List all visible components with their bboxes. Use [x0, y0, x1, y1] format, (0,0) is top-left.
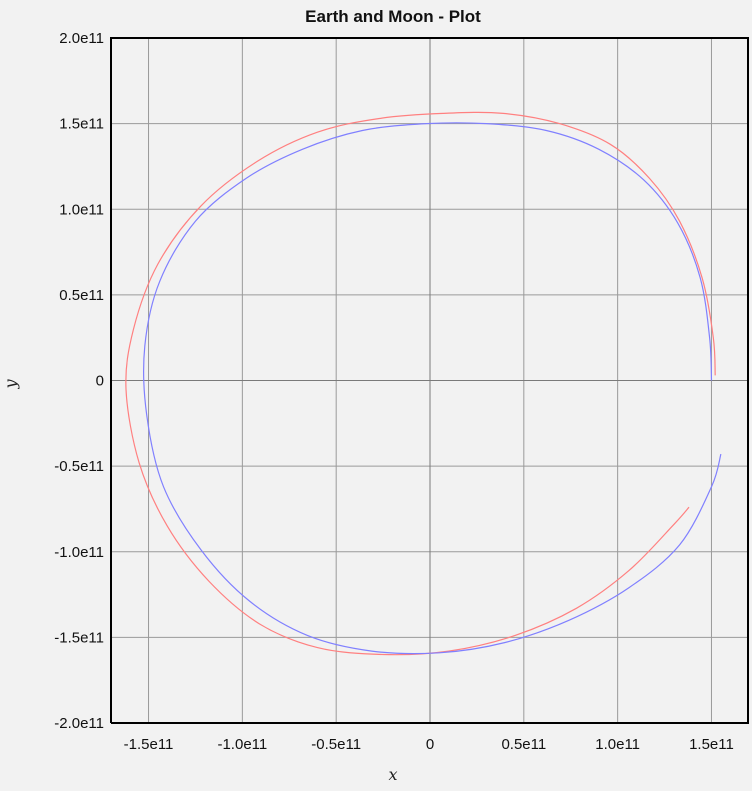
y-tick-label: -2.0e11 [54, 715, 104, 732]
series-1-line [125, 111, 716, 656]
y-tick-label: 0.5e11 [59, 287, 104, 304]
x-tick-label: 1.5e11 [689, 736, 734, 753]
chart-title: Earth and Moon - Plot [305, 7, 481, 26]
x-tick-label: 1.0e11 [595, 736, 640, 753]
x-tick-label: -1.0e11 [217, 736, 267, 753]
x-tick-label: -0.5e11 [311, 736, 361, 753]
tick-labels: -1.5e11 -1.0e11 -0.5e11 0 0.5e11 1.0e11 1.5e11… [54, 30, 734, 753]
series-layer [125, 111, 722, 656]
x-tick-label: -1.5e11 [124, 736, 174, 753]
x-axis-label: x [388, 765, 397, 784]
axes [111, 38, 749, 723]
y-tick-label: 2.0e11 [59, 30, 104, 47]
x-tick-label: 0.5e11 [501, 736, 546, 753]
y-tick-label: 0 [96, 373, 104, 390]
y-tick-label: 1.5e11 [59, 116, 104, 133]
x-tick-label: 0 [426, 736, 434, 753]
y-axis-label: y [1, 379, 20, 390]
y-tick-label: -0.5e11 [54, 458, 104, 475]
y-tick-label: -1.5e11 [54, 629, 104, 646]
series-2-line [143, 122, 722, 655]
y-tick-label: 1.0e11 [59, 201, 104, 218]
y-tick-label: -1.0e11 [54, 544, 104, 561]
